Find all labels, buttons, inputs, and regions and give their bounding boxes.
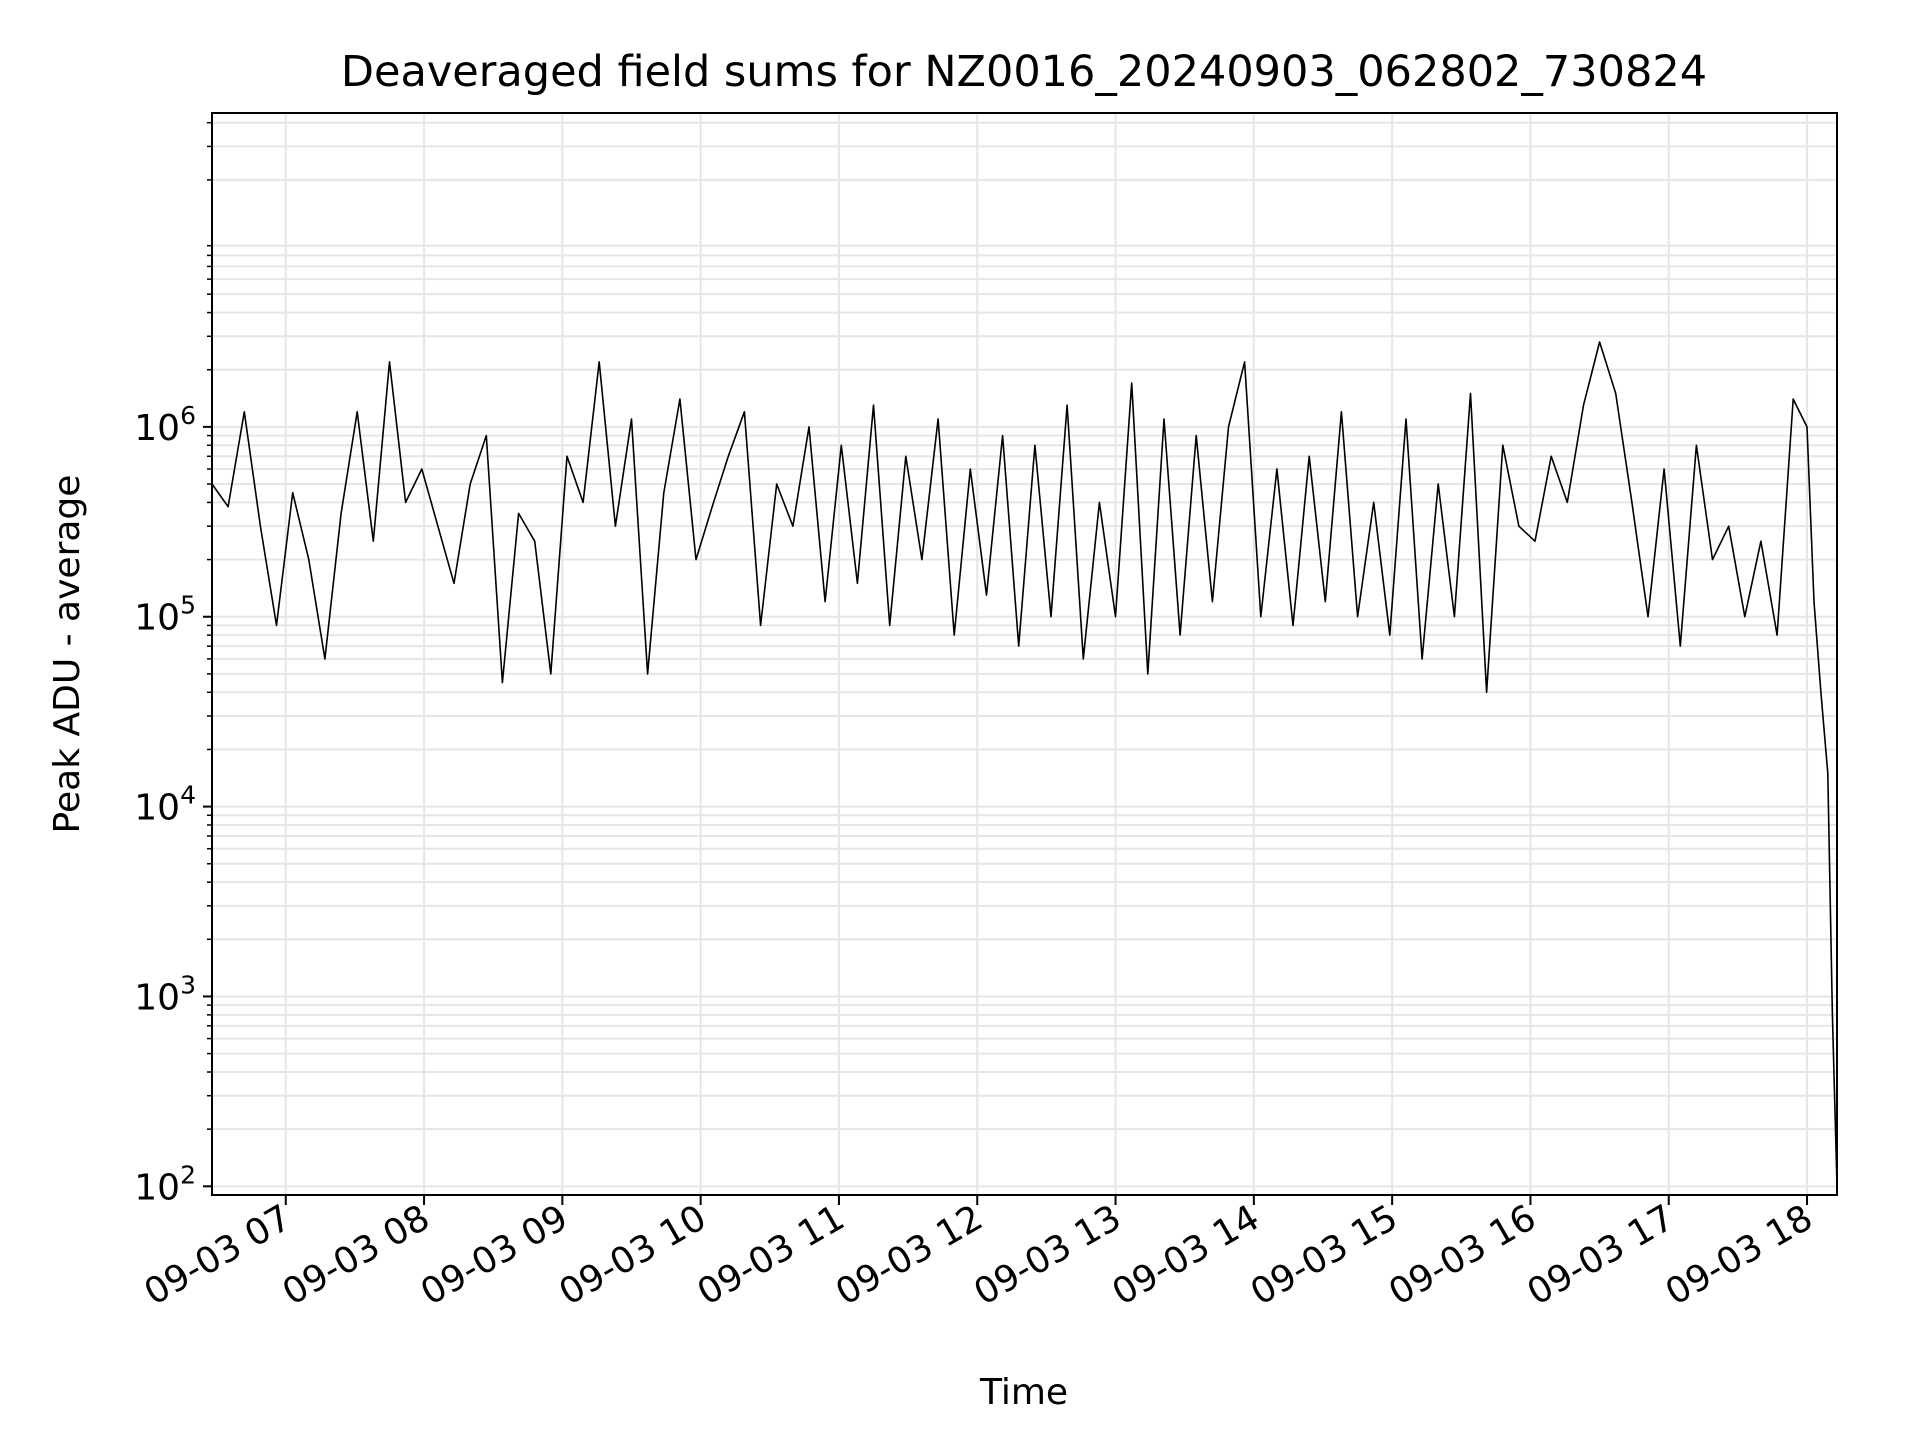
series-layer <box>211 341 1838 1187</box>
series-line <box>211 341 1838 1187</box>
grid <box>212 113 1837 1195</box>
x-tick-label: 09-03 11 <box>691 1197 852 1313</box>
x-tick-label: 09-03 14 <box>1106 1197 1267 1313</box>
x-tick-label: 09-03 09 <box>414 1197 575 1313</box>
y-tick-label: 103 <box>134 970 196 1018</box>
x-tick-label: 09-03 17 <box>1521 1197 1682 1313</box>
x-tick-label: 09-03 18 <box>1659 1197 1820 1313</box>
y-tick-label: 104 <box>134 781 196 829</box>
x-tick-label: 09-03 15 <box>1244 1197 1405 1313</box>
x-tick-label: 09-03 10 <box>552 1197 713 1313</box>
x-tick-label: 09-03 12 <box>829 1197 990 1313</box>
y-tick-label: 105 <box>134 591 196 639</box>
plot-frame <box>211 112 1838 1196</box>
y-axis: 102 103 104 105 106 <box>134 121 212 1208</box>
x-tick-label: 09-03 08 <box>276 1197 437 1313</box>
x-tick-label: 09-03 07 <box>138 1197 299 1313</box>
x-tick-label: 09-03 16 <box>1382 1197 1543 1313</box>
y-tick-label: 102 <box>134 1160 196 1208</box>
y-tick-label: 106 <box>134 401 196 449</box>
x-axis-label: Time <box>979 1372 1068 1413</box>
chart-title: Deaveraged field sums for NZ0016_2024090… <box>341 47 1707 97</box>
y-axis-label: Peak ADU - average <box>47 475 88 834</box>
x-tick-label: 09-03 13 <box>967 1197 1128 1313</box>
